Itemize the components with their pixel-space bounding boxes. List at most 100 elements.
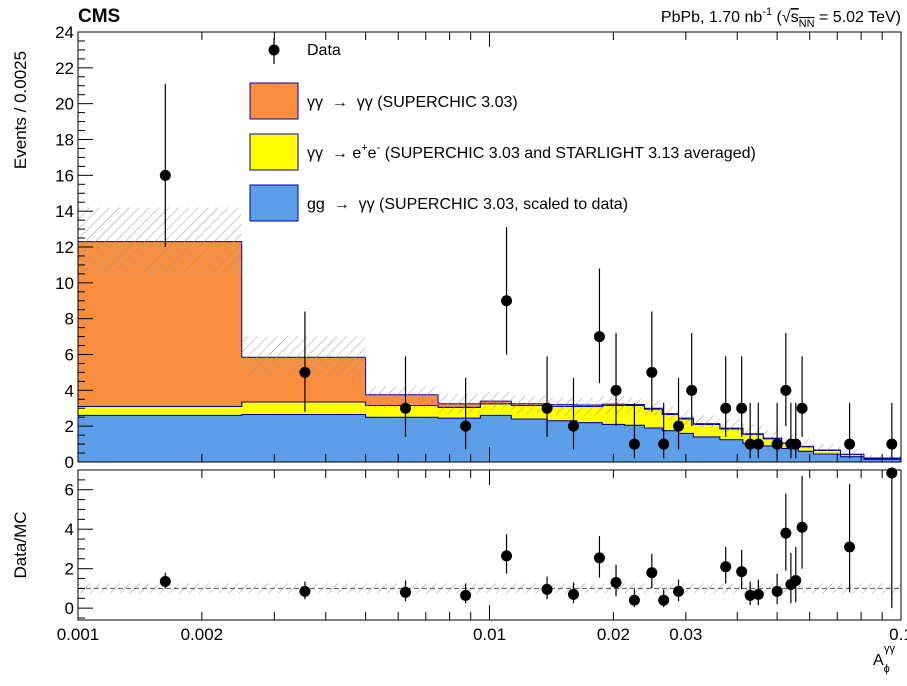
data-marker: [720, 402, 732, 414]
ratio-band: [78, 583, 901, 594]
data-point: [658, 402, 670, 459]
data-point: [541, 356, 553, 437]
legend-ee-label: γγ → e+e- (SUPERCHIC 3.03 and STARLIGHT …: [307, 142, 756, 162]
ratio-marker: [658, 594, 670, 606]
data-point: [673, 377, 685, 450]
data-marker: [686, 384, 698, 396]
ratio-y-axis-title: Data/MC: [11, 511, 30, 578]
y-tick-label: 2: [65, 417, 74, 436]
legend-data-label: Data: [307, 42, 341, 59]
data-marker: [501, 295, 513, 307]
legend-ee-swatch: [249, 133, 299, 171]
ratio-marker: [796, 521, 808, 533]
data-marker: [159, 169, 171, 181]
ratio-marker: [541, 583, 553, 595]
x-tick-label: 0.03: [669, 625, 702, 644]
data-marker: [646, 366, 658, 378]
y-tick-label: 16: [55, 166, 74, 185]
ratio-point: [541, 576, 553, 600]
ratio-point: [790, 546, 802, 603]
x-tick-label: 0.1: [889, 625, 907, 644]
data-point: [501, 227, 513, 355]
ratio-point: [567, 582, 579, 604]
ratio-x-axis: 0.001 0.002 0.01 0.02 0.03 0.1: [57, 470, 907, 644]
data-point: [780, 333, 792, 427]
data-point: [886, 402, 898, 459]
ratio-marker: [159, 576, 171, 588]
uncertainty-bin: [644, 401, 663, 416]
uncertainty-bin: [547, 397, 577, 416]
legend-gg-swatch: [249, 184, 299, 222]
dataset-label: PbPb, 1.70 nb-1 (√sNN = 5.02 TeV): [661, 6, 901, 30]
ratio-marker: [610, 577, 622, 588]
ratio-panel: 0 2 4 6 0.001 0.002 0.01 0.02 0.03 0.1: [57, 467, 907, 644]
y-tick-label: 10: [55, 274, 74, 293]
energy-s: s: [791, 9, 799, 26]
y-tick-label: 4: [65, 381, 74, 400]
x-tick-label: 0.002: [181, 625, 224, 644]
data-point: [720, 356, 732, 437]
y-tick-label: 12: [55, 238, 74, 257]
x-axis-title-main: A: [873, 652, 884, 669]
uncertainty-bin: [78, 207, 242, 276]
ratio-point: [501, 534, 513, 574]
y-tick-label: 14: [55, 202, 74, 221]
data-marker: [460, 420, 472, 432]
uncertainty-bin: [438, 393, 481, 414]
ratio-point: [673, 579, 685, 602]
data-point: [771, 402, 783, 459]
ratio-marker: [400, 586, 412, 598]
data-marker: [400, 402, 412, 414]
data-point: [567, 377, 579, 450]
uncertainty-bin: [813, 444, 841, 452]
ratio-point: [610, 564, 622, 597]
ratio-marker: [886, 467, 898, 479]
data-point: [299, 311, 311, 412]
y-tick-label: 18: [55, 131, 74, 150]
legend-ee-sup2: -: [377, 142, 381, 154]
ratio-marker: [460, 589, 472, 601]
data-point: [159, 83, 171, 247]
uncertainty-bin: [798, 438, 814, 448]
data-points: [159, 83, 898, 459]
data-marker: [541, 402, 553, 414]
uncertainty-band: [78, 207, 901, 459]
ratio-marker: [646, 567, 658, 579]
ratio-marker: [736, 566, 748, 578]
ratio-point: [720, 546, 732, 584]
x-axis-title-sub: ϕ: [884, 663, 890, 675]
ratio-point: [780, 493, 792, 571]
legend-ee-sup1: +: [361, 142, 367, 154]
experiment-label: CMS: [78, 6, 120, 27]
ratio-y-tick-label: 4: [65, 520, 74, 539]
ratio-point: [159, 572, 171, 589]
x-axis-title-sup: γγ: [884, 643, 896, 655]
ratio-point: [844, 483, 856, 593]
ratio-y-axis: 0 2 4 6: [65, 469, 93, 619]
ratio-marker: [567, 588, 579, 600]
energy-rest: = 5.02 TeV): [815, 9, 901, 26]
x-axis-title: Aϕ: [873, 652, 890, 675]
ratio-point: [796, 475, 808, 569]
ratio-point: [744, 581, 756, 606]
ratio-marker: [744, 589, 756, 601]
data-marker: [790, 438, 802, 450]
uncertainty-bin: [662, 406, 679, 421]
data-point: [593, 268, 605, 384]
data-point: [610, 333, 622, 427]
ratio-point: [400, 580, 412, 602]
data-marker: [744, 438, 756, 450]
data-marker: [567, 420, 579, 432]
dataset-lumi-exp: -1: [762, 6, 772, 18]
data-marker: [736, 402, 748, 414]
data-point: [744, 402, 756, 459]
y-tick-label: 6: [65, 346, 74, 365]
data-marker: [780, 384, 792, 396]
data-marker: [673, 420, 685, 432]
y-tick-label: 22: [55, 59, 74, 78]
ratio-point: [736, 549, 748, 590]
ratio-marker: [752, 588, 764, 600]
